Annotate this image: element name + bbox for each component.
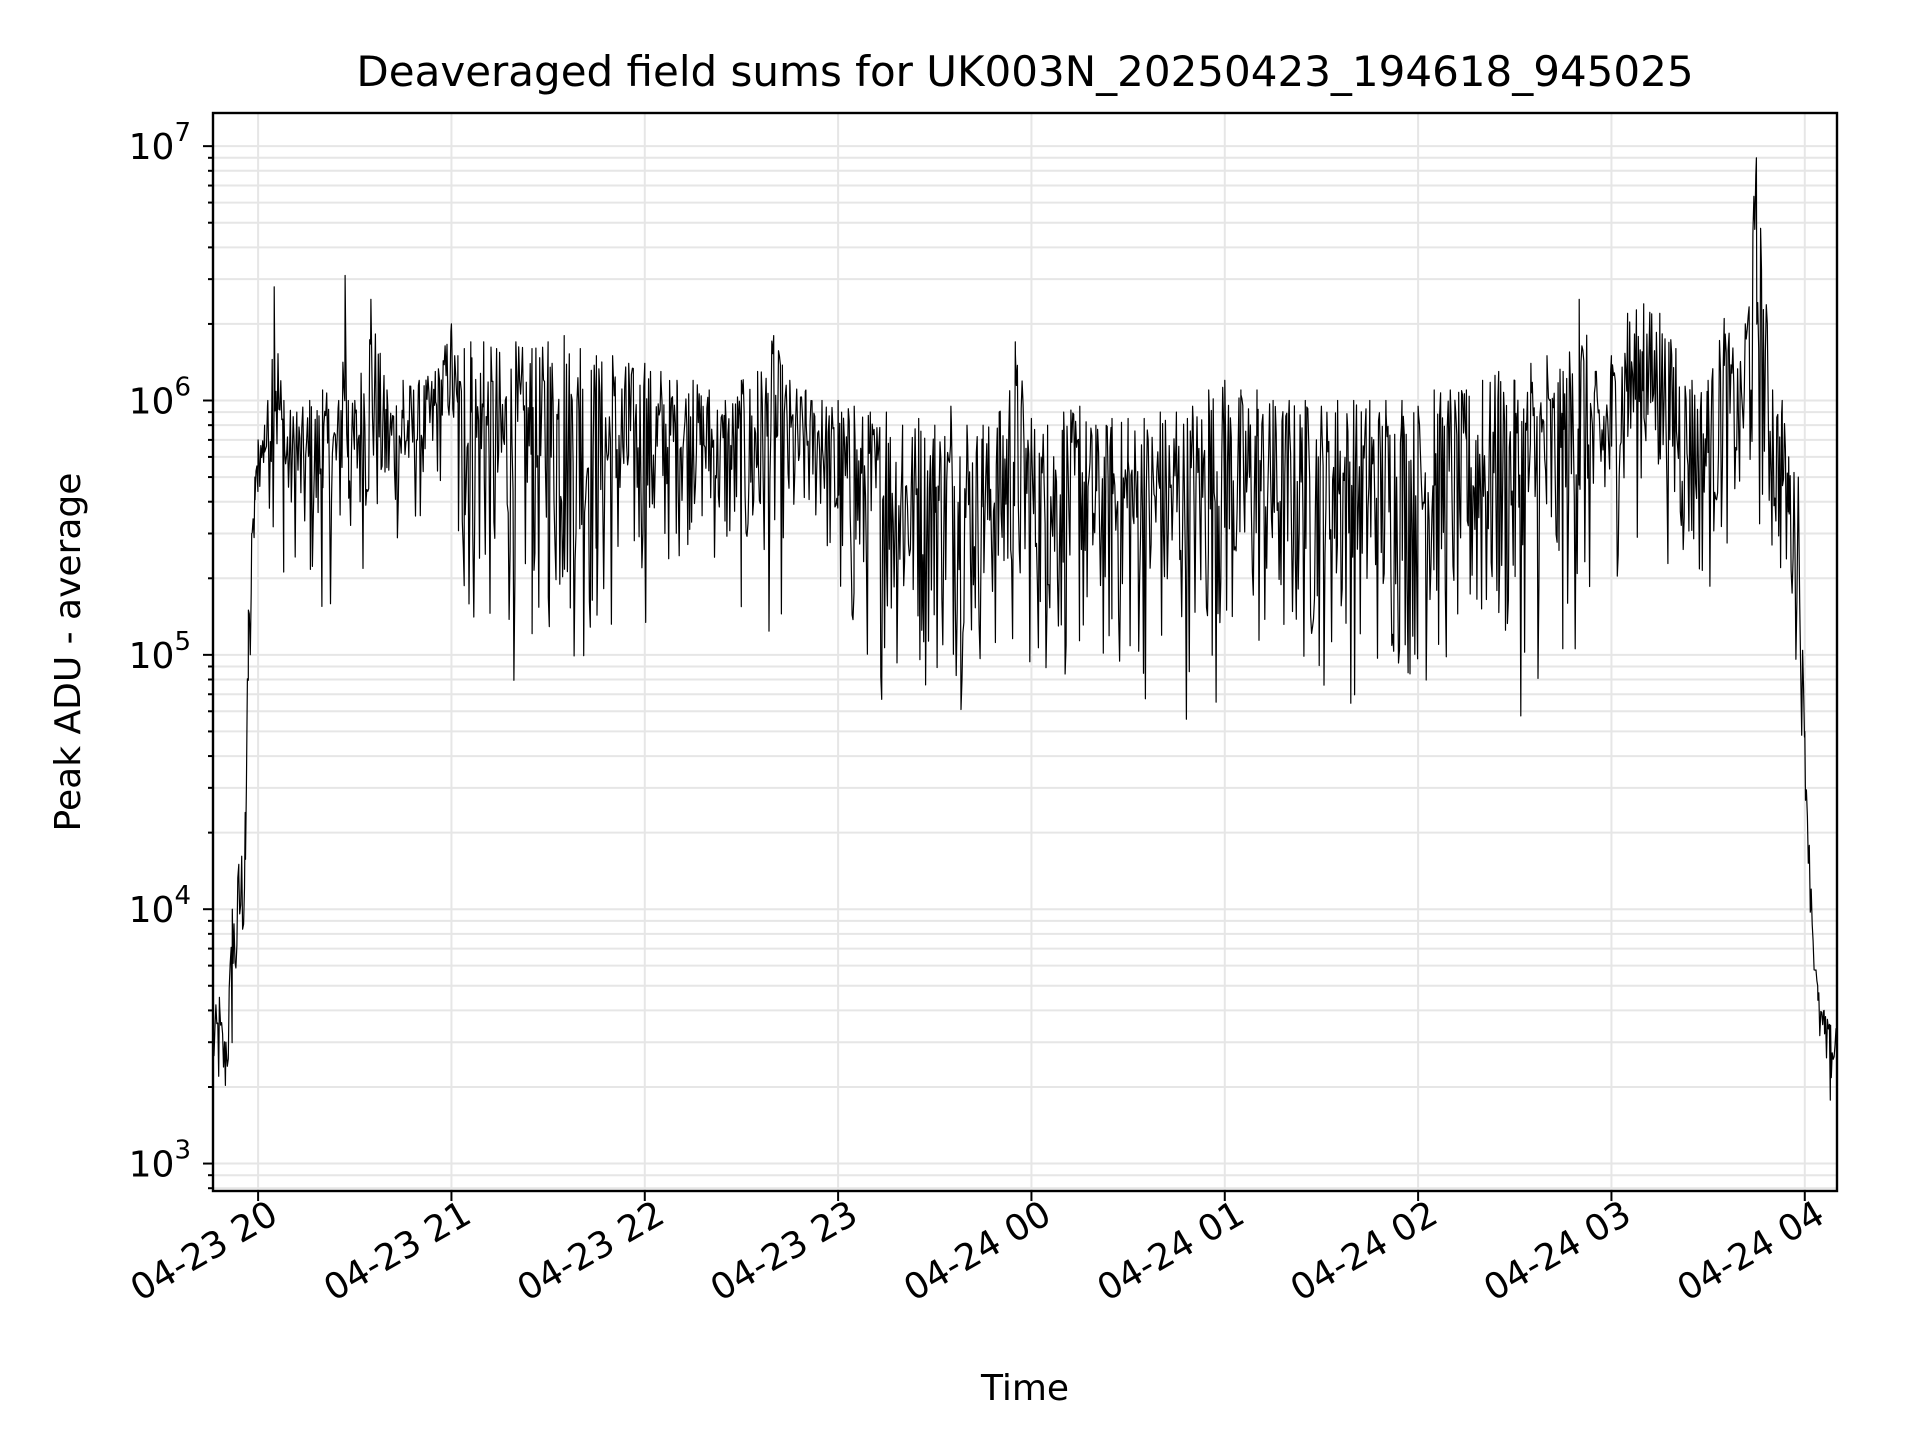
plot-frame	[211, 111, 1839, 1193]
y-tick-label: 106	[129, 373, 191, 423]
x-axis-label: Time	[980, 1368, 1069, 1409]
y-tick-label: 104	[129, 881, 191, 931]
series-line	[213, 157, 1837, 1101]
y-axis-label: Peak ADU - average	[48, 473, 89, 832]
y-tick-label: 105	[129, 627, 191, 677]
y-tick-label: 107	[129, 118, 191, 168]
grid-lines	[213, 113, 1837, 1191]
y-tick-label: 103	[129, 1136, 191, 1186]
chart-title: Deaveraged field sums for UK003N_2025042…	[356, 47, 1693, 96]
